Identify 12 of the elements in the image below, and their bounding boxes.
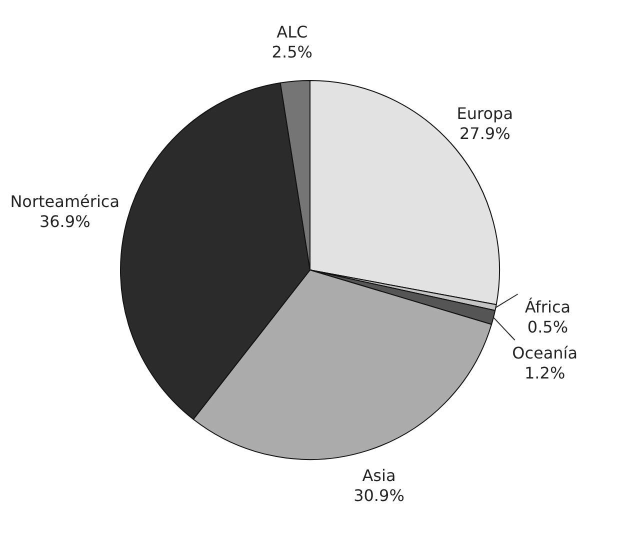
data-label: 36.9%	[39, 212, 90, 232]
slice-label: Oceanía	[512, 343, 578, 362]
data-label: 2.5%	[272, 42, 312, 62]
data-label: 30.9%	[354, 486, 404, 505]
data-label: 0.5%	[527, 317, 568, 336]
slice-label: Asia	[362, 466, 396, 485]
slice-label: Europa	[456, 104, 514, 123]
slice-label: ALC	[276, 22, 308, 42]
slice-label: Norteamérica	[10, 192, 120, 212]
data-label: 1.2%	[524, 363, 566, 382]
slice-label: África	[524, 297, 571, 316]
data-label: 27.9%	[459, 124, 510, 143]
